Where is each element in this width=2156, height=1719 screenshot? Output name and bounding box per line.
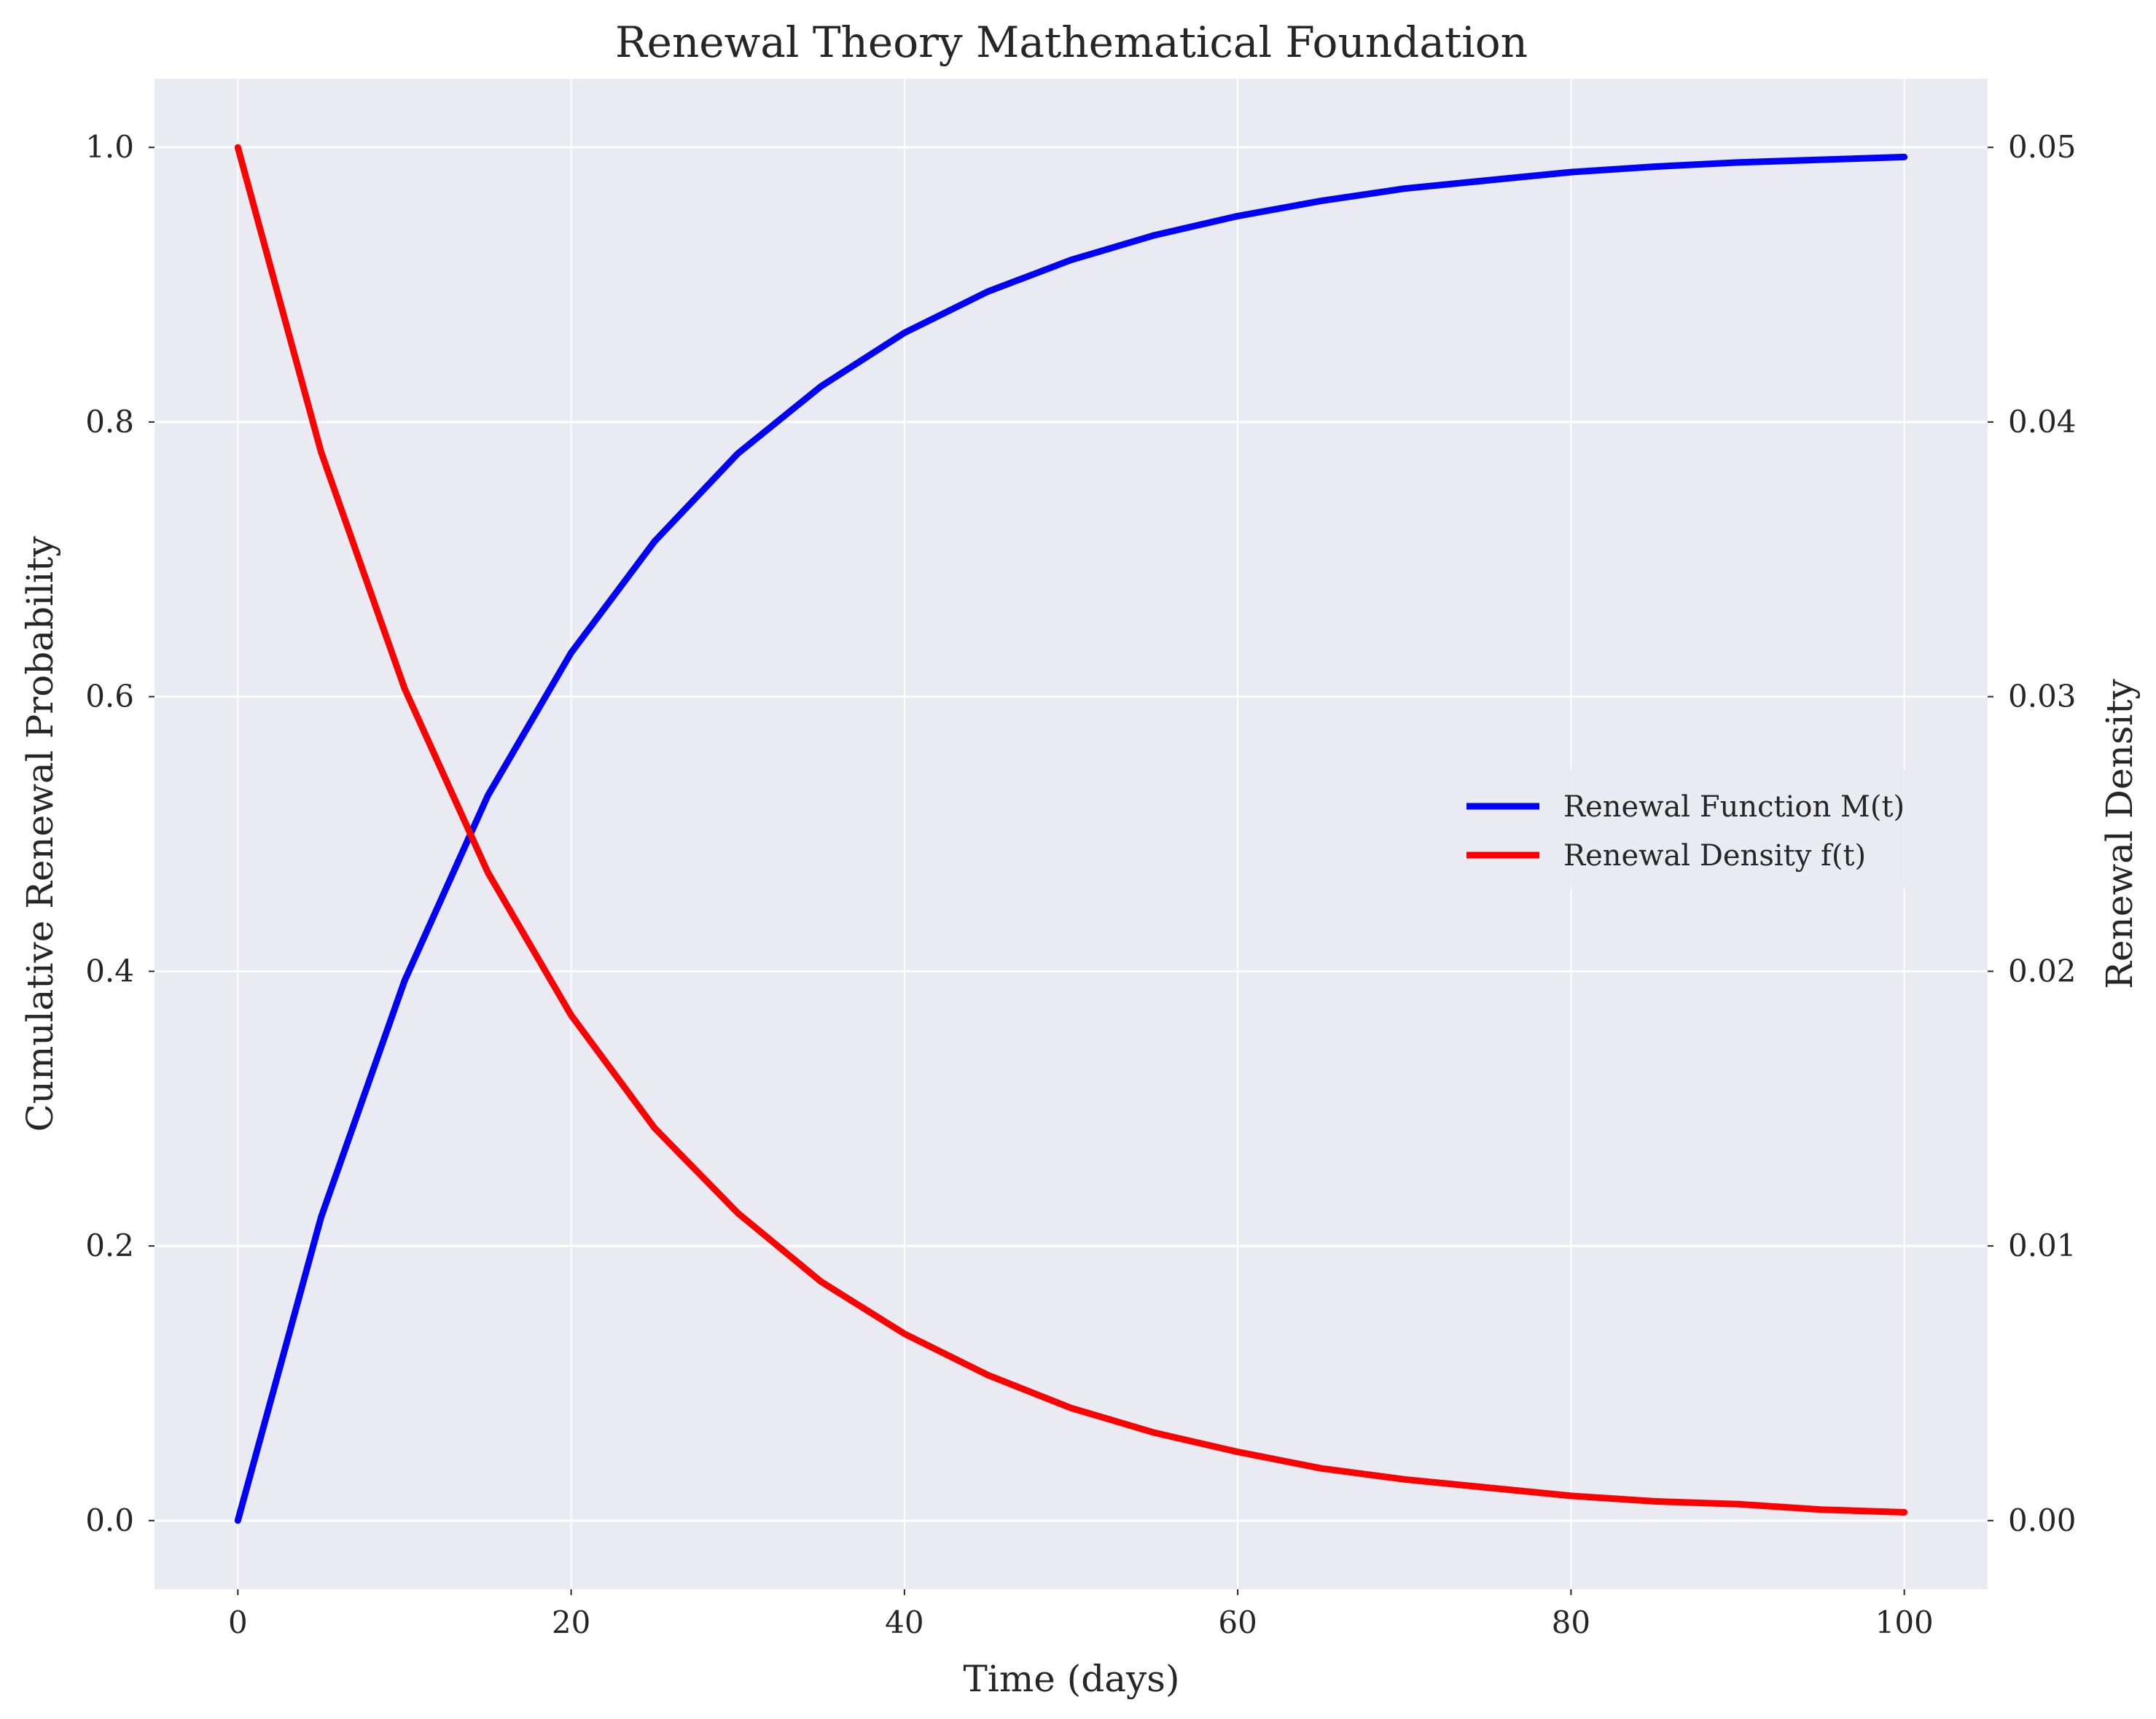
- y-right-tick-label: 0.04: [2008, 404, 2077, 440]
- axis-layer: 0 20 40 60 80 100 0.0 0.2 0.4 0.6 0.8 1.0 0.00 0.01 0.…: [85, 129, 2076, 1640]
- legend-frame: [1450, 769, 1975, 889]
- series-line-renewal-density: [234, 144, 1908, 1516]
- y-left-tick-label: 0.8: [85, 404, 134, 440]
- x-tick-label: 60: [1218, 1605, 1257, 1640]
- legend: Renewal Function M(t) Renewal Density f(…: [1450, 769, 1975, 889]
- y-axis-left-label: Cumulative Renewal Probability: [19, 536, 61, 1132]
- y-right-tick-label: 0.02: [2008, 953, 2077, 989]
- y-left-tick-label: 1.0: [85, 129, 134, 165]
- y-left-tick-label: 0.4: [85, 953, 134, 989]
- series-layer: [234, 144, 1908, 1524]
- y-right-tick-label: 0.00: [2008, 1502, 2077, 1538]
- x-tick-label: 100: [1875, 1605, 1934, 1640]
- y-left-tick-label: 0.2: [85, 1228, 134, 1263]
- grid-layer: [155, 79, 1988, 1589]
- x-tick-label: 80: [1552, 1605, 1590, 1640]
- x-tick-label: 0: [228, 1605, 248, 1640]
- x-axis-label: Time (days): [964, 1658, 1180, 1700]
- y-left-tick-label: 0.0: [85, 1502, 134, 1538]
- legend-label-renewal-function: Renewal Function M(t): [1563, 790, 1905, 824]
- y-left-tick-label: 0.6: [85, 679, 134, 714]
- y-axis-right-label: Renewal Density: [2098, 679, 2141, 989]
- x-tick-label: 20: [552, 1605, 590, 1640]
- y-right-tick-label: 0.05: [2008, 129, 2077, 165]
- legend-label-renewal-density: Renewal Density f(t): [1563, 839, 1866, 873]
- y-right-tick-label: 0.01: [2008, 1228, 2077, 1263]
- y-right-tick-label: 0.03: [2008, 679, 2077, 714]
- chart-title: Renewal Theory Mathematical Foundation: [615, 17, 1528, 67]
- x-tick-label: 40: [885, 1605, 923, 1640]
- series-line-renewal-function: [234, 153, 1908, 1524]
